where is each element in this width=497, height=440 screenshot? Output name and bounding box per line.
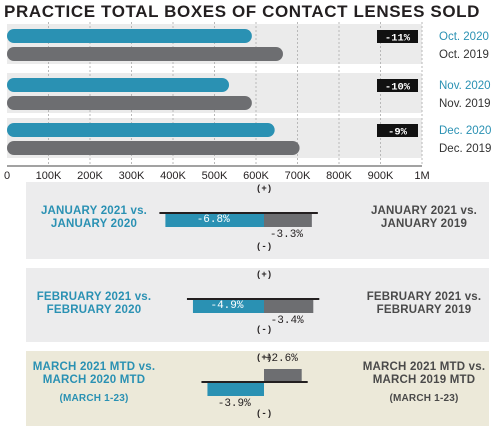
x-tick-label: 600K bbox=[243, 170, 269, 182]
bar bbox=[7, 141, 300, 155]
change-value: -9% bbox=[388, 127, 408, 139]
current-bar bbox=[192, 300, 264, 313]
minus-label: (-) bbox=[256, 242, 273, 252]
change-badge bbox=[377, 30, 418, 43]
plus-label: (+) bbox=[256, 184, 273, 194]
current-bar bbox=[207, 383, 264, 396]
comparison-left-label: JANUARY 2021 vs. JANUARY 2020 bbox=[30, 205, 158, 231]
bar-label: Nov. 2020 bbox=[439, 80, 491, 92]
bar-label: Oct. 2019 bbox=[439, 49, 489, 61]
minus-label: (-) bbox=[256, 325, 273, 335]
minus-label: (-) bbox=[256, 409, 273, 419]
label-line: FEBRUARY 2021 vs. bbox=[366, 291, 482, 303]
bar bbox=[7, 29, 252, 43]
bar bbox=[7, 78, 230, 92]
comparison-bar bbox=[264, 369, 302, 382]
label-note: (MARCH 1-23) bbox=[59, 393, 129, 404]
change-value: -10% bbox=[385, 82, 411, 94]
comparison-left-label: MARCH 2021 MTD vs. MARCH 2020 MTD (MARCH 1… bbox=[30, 361, 158, 405]
x-tick-label: 100K bbox=[36, 170, 62, 182]
label-line: JANUARY 2021 vs. bbox=[370, 205, 478, 217]
label-note: (MARCH 1-23) bbox=[389, 393, 459, 404]
bar bbox=[7, 96, 252, 110]
comparison-bar bbox=[264, 214, 312, 227]
label-line: JANUARY 2021 vs. bbox=[40, 205, 148, 217]
comparison-right-label: JANUARY 2021 vs. JANUARY 2019 bbox=[360, 205, 488, 231]
chart-title: PRACTICE TOTAL BOXES OF CONTACT LENSES S… bbox=[4, 2, 481, 21]
plus-label: (+) bbox=[256, 270, 273, 280]
bar-label: Dec. 2019 bbox=[439, 143, 491, 155]
label-line: MARCH 2021 MTD vs. bbox=[362, 361, 486, 373]
label-line: FEBRUARY 2020 bbox=[46, 304, 142, 316]
label-line: MARCH 2019 MTD bbox=[372, 374, 476, 386]
x-tick-label: 200K bbox=[77, 170, 103, 182]
label-line: FEBRUARY 2019 bbox=[376, 304, 472, 316]
comparison-value-label: +2.6% bbox=[264, 353, 298, 365]
comparison-value-label: -3.4% bbox=[270, 315, 304, 327]
change-badge bbox=[377, 79, 418, 92]
label-line: MARCH 2020 MTD bbox=[42, 374, 146, 386]
change-value: -11% bbox=[385, 33, 411, 45]
x-tick-label: 800K bbox=[326, 170, 352, 182]
bar bbox=[7, 47, 283, 61]
current-value-label: -6.8% bbox=[196, 214, 230, 226]
label-line: FEBRUARY 2021 vs. bbox=[36, 291, 152, 303]
x-tick-label: 500K bbox=[202, 170, 228, 182]
comparison-right-label: MARCH 2021 MTD vs. MARCH 2019 MTD (MARCH 1… bbox=[360, 361, 488, 405]
x-tick-label: 900K bbox=[368, 170, 394, 182]
bar-label: Nov. 2019 bbox=[439, 98, 491, 110]
label-line: JANUARY 2019 bbox=[380, 218, 468, 230]
x-tick-label: 400K bbox=[160, 170, 186, 182]
comparison-value-label: -3.3% bbox=[269, 229, 303, 241]
current-value-label: -3.9% bbox=[217, 398, 251, 410]
comparison-left-label: FEBRUARY 2021 vs. FEBRUARY 2020 bbox=[30, 291, 158, 317]
bar bbox=[7, 123, 275, 137]
comparison-bar bbox=[264, 300, 314, 313]
bar-chart: Oct. 2020 Oct. 2019 -11% Nov. 2020 Nov. 2019… bbox=[4, 22, 491, 182]
current-bar bbox=[165, 214, 264, 227]
bar-label: Dec. 2020 bbox=[439, 125, 491, 137]
diverging-bars bbox=[201, 369, 308, 396]
change-badge bbox=[377, 124, 418, 137]
comparison-right-label: FEBRUARY 2021 vs. FEBRUARY 2019 bbox=[360, 291, 488, 317]
bar-label: Oct. 2020 bbox=[439, 31, 489, 43]
x-tick-label: 1M bbox=[414, 170, 429, 182]
x-tick-label: 300K bbox=[119, 170, 145, 182]
label-line: JANUARY 2020 bbox=[50, 218, 138, 230]
label-line: MARCH 2021 MTD vs. bbox=[32, 361, 156, 373]
diverging-bars bbox=[186, 298, 320, 313]
plus-label: (+) bbox=[256, 353, 273, 363]
x-tick-label: 0 bbox=[4, 170, 10, 182]
current-value-label: -4.9% bbox=[210, 300, 244, 312]
diverging-bars bbox=[159, 212, 318, 227]
x-tick-label: 700K bbox=[285, 170, 311, 182]
